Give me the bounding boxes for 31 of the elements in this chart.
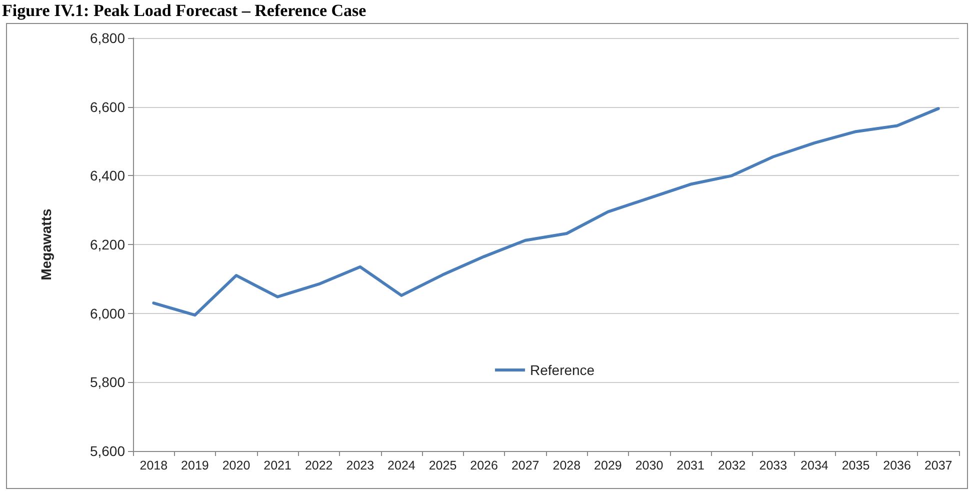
y-tick-label: 6,000 <box>90 305 126 322</box>
y-tick-label: 6,800 <box>90 30 126 46</box>
y-tick-label: 6,600 <box>90 98 126 115</box>
chart-title: Figure IV.1: Peak Load Forecast – Reference Case <box>2 1 366 21</box>
x-tick-label: 2035 <box>842 458 870 472</box>
line-series <box>152 107 940 317</box>
y-tick-label: 5,600 <box>90 443 126 459</box>
x-tick-label: 2025 <box>428 458 457 472</box>
y-tick-label: 6,400 <box>90 168 126 184</box>
y-axis-title: Megawatts <box>38 208 54 280</box>
x-tick-label: 2026 <box>470 458 498 472</box>
x-tick-label: 2029 <box>594 458 622 472</box>
x-tick-label: 2033 <box>759 458 788 472</box>
x-tick-label: 2022 <box>304 458 333 472</box>
x-tick-label: 2027 <box>511 458 540 472</box>
x-tick-label: 2023 <box>346 458 374 472</box>
x-tick-label: 2020 <box>222 458 250 472</box>
y-tick-label: 6,200 <box>90 236 126 252</box>
x-tick-label: 2028 <box>552 458 581 472</box>
x-tick-label: 2037 <box>924 458 952 472</box>
x-tick-label: 2036 <box>883 458 911 472</box>
x-tick-label: 2032 <box>718 458 746 472</box>
x-tick-label: 2018 <box>140 458 168 472</box>
legend-label: Reference <box>530 362 595 378</box>
x-tick-label: 2019 <box>181 458 209 472</box>
x-tick-label: 2021 <box>264 458 292 472</box>
x-tick-label: 2031 <box>676 458 704 472</box>
x-tick-label: 2030 <box>635 458 664 472</box>
x-tick-label: 2024 <box>388 458 416 472</box>
y-tick-label: 5,800 <box>90 374 126 390</box>
x-tick-label: 2034 <box>800 458 828 472</box>
